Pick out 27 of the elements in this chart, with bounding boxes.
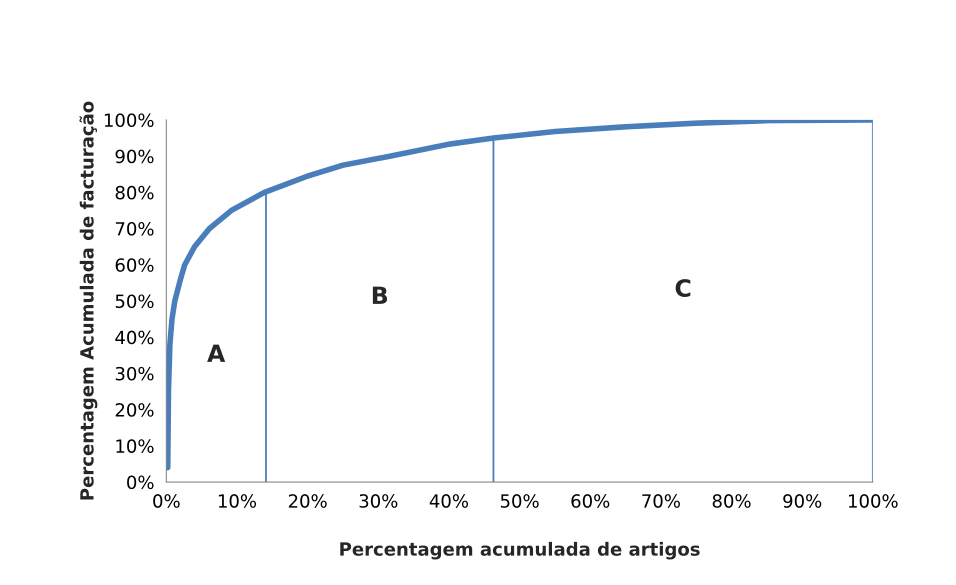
y-tick-label: 30% (116, 366, 154, 381)
y-tick-label: 0% (127, 476, 154, 490)
y-tick-label: 50% (116, 294, 154, 308)
x-tick-label: 100% (849, 494, 898, 508)
x-tick-label: 90% (783, 494, 822, 508)
y-tick-label: 10% (116, 439, 154, 453)
x-tick-label: 80% (712, 494, 751, 508)
annotation: C (676, 279, 690, 297)
x-axis-title: Percentagem acumulada de artigos (340, 542, 700, 560)
y-axis-title: Percentagem Acumulada de facturação (79, 102, 98, 500)
annotation: A (207, 344, 226, 362)
y-tick-label: 80% (116, 186, 154, 200)
x-tick-label: 70% (642, 494, 680, 508)
x-tick-label: 30% (360, 494, 398, 508)
x-tick-label: 0% (153, 494, 180, 508)
y-tick-label: 90% (116, 150, 154, 164)
x-tick-label: 60% (571, 494, 610, 508)
annotation: B (372, 286, 388, 304)
y-tick-label: 100% (104, 113, 154, 128)
x-tick-label: 50% (500, 494, 539, 508)
y-tick-label: 40% (115, 330, 154, 344)
x-tick-label: 10% (218, 494, 256, 508)
x-tick-label: 20% (288, 494, 327, 508)
y-tick-label: 70% (116, 222, 154, 236)
y-tick-label: 60% (116, 258, 154, 272)
x-tick-label: 40% (430, 494, 468, 508)
y-tick-label: 20% (116, 403, 154, 417)
